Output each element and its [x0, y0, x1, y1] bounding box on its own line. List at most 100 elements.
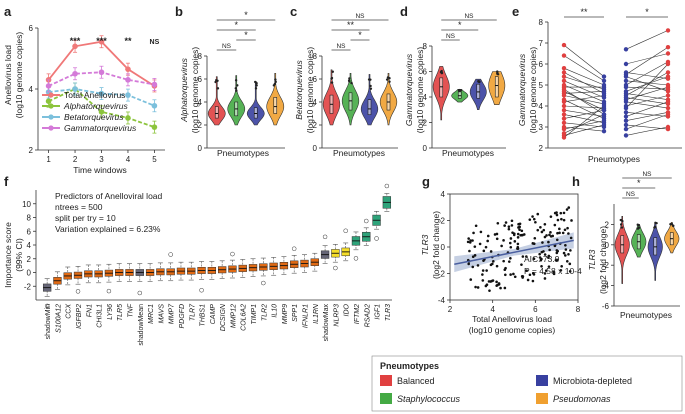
- panel-e-left-pair-line-0: [563, 44, 605, 77]
- panel-g-point-152: [471, 265, 475, 269]
- svg-text:Gammatorquevirus: Gammatorquevirus: [64, 123, 137, 133]
- panel-a-annotations: *** *** ** NS: [70, 36, 160, 46]
- panel-g-point-187: [547, 240, 550, 244]
- panel-h-outlier-0-3: [621, 219, 624, 223]
- panel-b-violin-1: [227, 75, 246, 126]
- panel-e-right-before-7: [623, 84, 629, 90]
- series-0-point-1: [72, 43, 78, 50]
- panel-h-outlier-0-2: [620, 226, 624, 229]
- panel-e-left-after-23: [601, 103, 607, 109]
- panel-f: f Importance score (99% CI) Predictors o…: [3, 174, 392, 346]
- panel-c-bracket-label-3: NS: [355, 13, 365, 20]
- panel-g-point-121: [528, 273, 532, 277]
- panel-e-right-before-16: [623, 110, 629, 115]
- panel-c-ytick-label-0: 0: [313, 144, 318, 153]
- panel-g-point-129: [509, 273, 512, 276]
- panel-h-ytick-label-3: 0: [605, 241, 610, 250]
- panel-g-point-144: [507, 260, 511, 263]
- panel-e-left-before-3: [561, 70, 567, 75]
- panel-e-right-pair-line-3: [625, 46, 669, 75]
- panel-f-category-label-18: MMP12: [230, 304, 237, 328]
- panel-e-right-after-0: [665, 28, 671, 33]
- panel-e-left-pair-line-16: [563, 114, 605, 124]
- legend-a-total: Total Anellovirus: [42, 90, 125, 100]
- panel-f-category-label-33: TLR3: [385, 304, 392, 321]
- legend-item-pseudomonas: Pseudomonas: [536, 393, 611, 404]
- panel-g-point-163: [495, 284, 498, 287]
- panel-g-point-81: [567, 232, 570, 235]
- panel-h-outlier-1-2: [636, 223, 639, 226]
- panel-g-point-78: [555, 238, 559, 242]
- panel-f-category-label-31: RSAD2: [364, 304, 371, 327]
- panel-c-ytick-label-3: 6: [313, 75, 318, 84]
- panel-d-bracket-label-0: NS: [446, 33, 456, 40]
- panel-d-ytick-label-2: 4: [423, 93, 428, 102]
- legend-title: Pneumotypes: [380, 361, 439, 371]
- panel-f-category-label-22: IL10: [272, 304, 279, 318]
- panel-g-ytick-label-0: -4: [438, 296, 446, 305]
- panel-g-point-120: [484, 284, 488, 288]
- series-2-point-1: [72, 86, 78, 92]
- legend-a-gamma: Gammatorquevirus: [42, 123, 137, 133]
- legend-swatch-microbiota: [536, 375, 548, 386]
- panel-b-violin-0: [207, 76, 226, 126]
- panel-d-box-1: [457, 91, 462, 99]
- panel-e-right-pair-line-16: [625, 112, 669, 117]
- panel-e-right-pair-line-10: [625, 72, 669, 96]
- panel-f-ylabel-2: (99% CI): [14, 238, 24, 272]
- panel-e-right-before-15: [623, 105, 629, 111]
- panel-g-point-3: [520, 263, 523, 266]
- panel-b-outlier-2-0: [254, 87, 258, 90]
- panel-e-left-before-20: [561, 126, 567, 132]
- panel-b-ylabel-2: (log10 genome copies): [190, 47, 200, 134]
- panel-e-left-after-22: [601, 122, 607, 128]
- panel-f-category-label-26: IL1RN: [313, 303, 320, 324]
- panel-g-point-29: [570, 219, 573, 222]
- panel-f-ylabel-1: Importance score: [3, 222, 13, 288]
- panel-f-outlier-29: [343, 228, 348, 234]
- svg-text:Staphylococcus: Staphylococcus: [397, 394, 461, 404]
- legend-a-alpha: Alphatorquevirus: [42, 101, 129, 111]
- panel-e-right-pair-line-6: [625, 61, 669, 86]
- panel-e-ytick-label-6: 8: [539, 18, 544, 27]
- panel-e-right-pair-line-2: [625, 72, 669, 79]
- panel-e-left-before-11: [561, 93, 567, 98]
- panel-e-right-before-5: [623, 78, 629, 84]
- panel-g-point-11: [469, 278, 473, 281]
- panel-g-point-13: [504, 221, 508, 224]
- panel-d: d Gammatorquevirus (log10 genome copies)…: [400, 4, 506, 158]
- panel-g-point-82: [568, 270, 572, 273]
- panel-h-ylabel-1: TLR3: [587, 249, 597, 270]
- panel-e-left-pair-line-1: [563, 55, 605, 82]
- panel-g-point-153: [509, 245, 513, 249]
- panel-d-outlier-3-2: [496, 71, 499, 74]
- panel-d-ytick-label-0: 0: [423, 144, 428, 153]
- panel-g-point-62: [565, 208, 569, 211]
- series-0-point-2: [98, 38, 105, 45]
- panel-g-xtick-label-2: 6: [533, 305, 538, 314]
- panel-g-point-65: [562, 211, 566, 215]
- panel-c-label: c: [290, 4, 297, 19]
- panel-f-category-label-4: FN1: [86, 304, 93, 317]
- panel-g-point-160: [510, 219, 514, 223]
- panel-d-outlier-2-3: [477, 80, 480, 83]
- panel-a-ytick-label-2: 6: [29, 24, 34, 33]
- panel-e-left-before-13: [561, 99, 567, 105]
- panel-f-category-label-20: TIMP1: [251, 304, 258, 325]
- panel-h-xlabel: Pneumotypes: [620, 310, 672, 320]
- panel-g-point-177: [482, 249, 486, 253]
- panel-c-ytick-label-1: 2: [313, 121, 318, 130]
- panel-e-left-before-17: [561, 116, 567, 121]
- panel-g-point-186: [556, 218, 560, 222]
- panel-b-box-0: [214, 106, 219, 119]
- panel-e-left-pair-line-23: [563, 105, 605, 138]
- panel-b-outlier-0-3: [215, 78, 218, 82]
- panel-c-ytick-label-4: 8: [313, 52, 318, 61]
- panel-f-category-label-12: MMP7: [169, 303, 176, 324]
- panel-h-plot: -6 -4 -2 0 2 NS*NS: [602, 171, 680, 311]
- panel-g-xlabel-2: (log10 genome copies): [469, 325, 556, 335]
- panel-e-left-pair-line-21: [563, 114, 605, 134]
- panel-g-point-188: [545, 234, 548, 237]
- panel-e-right-pair-line-7: [625, 86, 669, 90]
- panel-e-left-before-15: [561, 108, 567, 113]
